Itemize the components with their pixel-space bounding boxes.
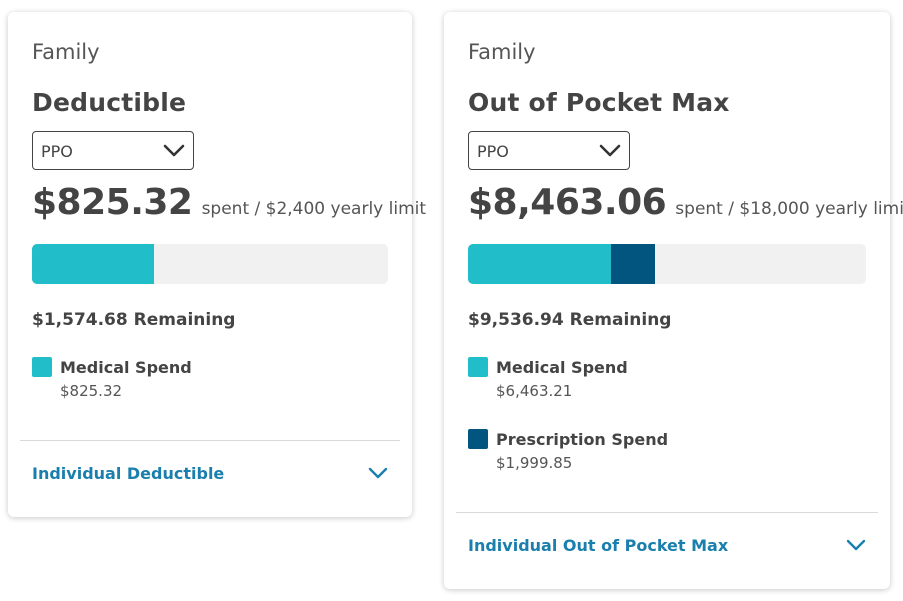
medical-color-swatch xyxy=(32,357,52,377)
coverage-level-label: Family xyxy=(32,40,100,64)
spend-summary: $825.32 spent / $2,400 yearly limit xyxy=(32,182,426,223)
divider xyxy=(456,512,878,513)
medical-progress-segment xyxy=(468,244,611,284)
medical-color-swatch xyxy=(468,357,488,377)
remaining-amount: $9,536.94 Remaining xyxy=(468,310,672,330)
card-title: Deductible xyxy=(32,88,187,117)
chevron-down-icon[interactable] xyxy=(846,538,866,552)
legend-amount: $825.32 xyxy=(60,382,123,400)
spent-amount: $8,463.06 xyxy=(468,182,667,223)
out-of-pocket-card: Family Out of Pocket Max PPO $8,463.06 s… xyxy=(444,12,903,589)
prescription-progress-segment xyxy=(610,244,656,284)
chevron-down-icon[interactable] xyxy=(368,466,388,480)
coverage-level-label: Family xyxy=(468,40,536,64)
progress-bar xyxy=(468,244,866,284)
card-title: Out of Pocket Max xyxy=(468,88,730,117)
individual-deductible-link[interactable]: Individual Deductible xyxy=(32,464,225,483)
plan-select[interactable]: PPO xyxy=(32,131,194,170)
spent-amount: $825.32 xyxy=(32,182,193,223)
progress-bar xyxy=(32,244,388,284)
plan-select[interactable]: PPO xyxy=(468,131,630,170)
legend-label: Medical Spend xyxy=(60,358,192,377)
spend-summary: $8,463.06 spent / $18,000 yearly limit xyxy=(468,182,903,223)
limit-text: spent / $2,400 yearly limit xyxy=(201,199,427,219)
chevron-down-icon xyxy=(599,144,621,157)
deductible-card: Family Deductible PPO $825.32 spent / $2… xyxy=(8,12,426,517)
prescription-color-swatch xyxy=(468,429,488,449)
plan-select-value: PPO xyxy=(477,142,509,161)
divider xyxy=(20,440,400,441)
legend-amount: $1,999.85 xyxy=(496,454,573,472)
limit-text: spent / $18,000 yearly limit xyxy=(675,199,903,219)
chevron-down-icon xyxy=(163,144,185,157)
legend-label: Prescription Spend xyxy=(496,430,669,449)
legend-label: Medical Spend xyxy=(496,358,628,377)
remaining-amount: $1,574.68 Remaining xyxy=(32,310,236,330)
individual-out-of-pocket-link[interactable]: Individual Out of Pocket Max xyxy=(468,536,729,555)
legend-amount: $6,463.21 xyxy=(496,382,573,400)
medical-progress-segment xyxy=(32,244,155,284)
plan-select-value: PPO xyxy=(41,142,73,161)
